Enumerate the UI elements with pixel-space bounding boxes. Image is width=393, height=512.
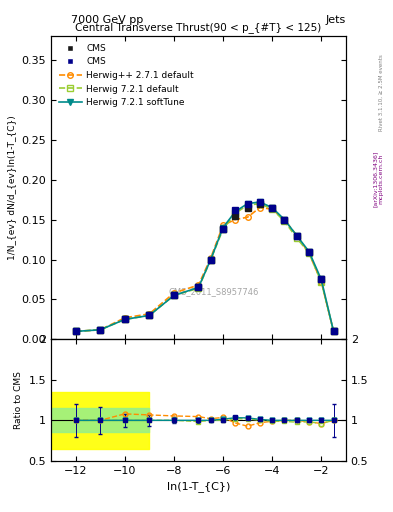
Text: Rivet 3.1.10, ≥ 2.5M events: Rivet 3.1.10, ≥ 2.5M events (379, 54, 384, 131)
Text: CMS_2011_S8957746: CMS_2011_S8957746 (168, 287, 258, 296)
Text: Jets: Jets (325, 15, 346, 25)
Legend: CMS, CMS, Herwig++ 2.7.1 default, Herwig 7.2.1 default, Herwig 7.2.1 softTune: CMS, CMS, Herwig++ 2.7.1 default, Herwig… (55, 40, 198, 111)
Y-axis label: 1/N_{ev} dN/d_{ev}ln(1-T_{C}): 1/N_{ev} dN/d_{ev}ln(1-T_{C}) (7, 115, 16, 260)
Text: [arXiv:1306.3436]: [arXiv:1306.3436] (373, 151, 378, 207)
X-axis label: ln(1-T_{C}): ln(1-T_{C}) (167, 481, 230, 492)
Text: Central Transverse Thrust(90 < p_{#T} < 125): Central Transverse Thrust(90 < p_{#T} < … (75, 22, 321, 33)
Text: 7000 GeV pp: 7000 GeV pp (71, 15, 143, 25)
Text: mcplots.cern.ch: mcplots.cern.ch (379, 154, 384, 204)
Y-axis label: Ratio to CMS: Ratio to CMS (14, 371, 23, 429)
